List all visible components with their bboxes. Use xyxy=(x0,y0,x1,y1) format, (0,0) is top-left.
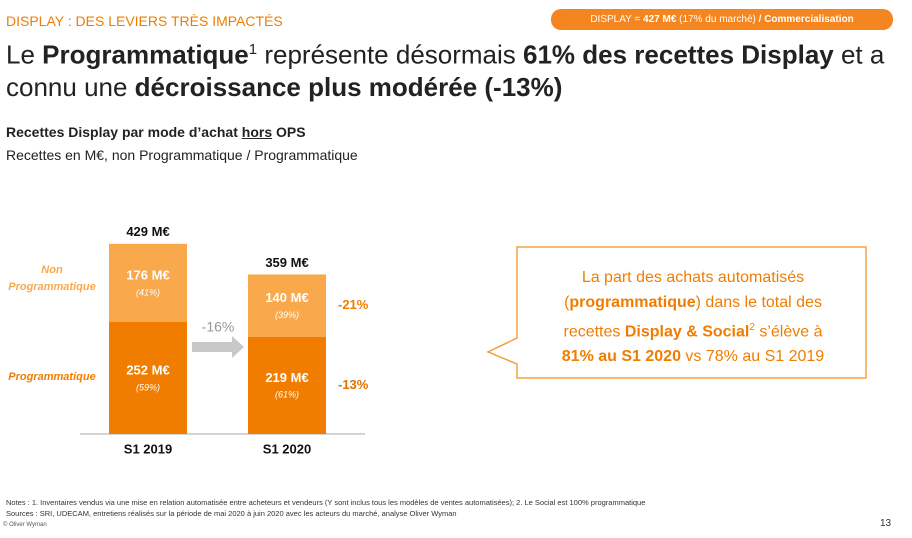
share-label: (61%) xyxy=(275,390,299,400)
section-tag: DISPLAY : DES LEVIERS TRÈS IMPACTÉS xyxy=(6,13,283,29)
note: Notes : 1. Inventaires vendus via une mi… xyxy=(6,498,646,507)
callout-part: recettes xyxy=(563,323,625,341)
bar-segment xyxy=(109,322,187,434)
note: Sources : SRI, UDECAM, entretiens réalis… xyxy=(6,509,457,518)
callout-part: Display & Social xyxy=(624,323,750,341)
chart-title-text: hors xyxy=(241,124,273,140)
callout-part: 81% au S1 2020 xyxy=(561,348,681,366)
title-text: Programmatique xyxy=(42,39,249,70)
series-label: Programmatique xyxy=(8,371,96,383)
change-label: -13% xyxy=(338,377,369,392)
title-text: Le xyxy=(6,39,43,70)
total-label: 429 M€ xyxy=(126,224,169,239)
callout-part: s’élève à xyxy=(754,323,823,341)
badge-text: / Commercialisation xyxy=(758,14,854,25)
badge-text: (17% du marché) xyxy=(676,14,759,25)
badge-text: 427 M€ xyxy=(643,14,677,25)
bar-segment xyxy=(248,274,326,337)
chart-title-text: OPS xyxy=(272,124,306,140)
callout-part: ) dans le total des xyxy=(695,294,822,311)
x-tick-label: S1 2019 xyxy=(124,441,172,456)
total-change: -16% xyxy=(202,319,235,335)
callout-part: vs 78% au S1 2019 xyxy=(680,348,825,366)
callout-part: La part des achats automatisés xyxy=(581,269,805,286)
value-label: 140 M€ xyxy=(265,290,308,305)
callout-part: programmatique xyxy=(569,294,696,311)
callout-part: 2 xyxy=(749,322,755,333)
title-text: et a connu une xyxy=(6,39,885,102)
callout-text: La part des achats automatisés (programma… xyxy=(528,265,858,369)
share-label: (39%) xyxy=(275,310,299,320)
value-label: 219 M€ xyxy=(265,370,308,385)
bar-segment xyxy=(109,243,187,322)
chart-title-text: Recettes Display par mode d’achat xyxy=(6,124,242,140)
total-label: 359 M€ xyxy=(265,255,308,270)
callout-box xyxy=(486,246,867,379)
value-label: 252 M€ xyxy=(126,362,169,377)
chart-subtitle: Recettes en M€, non Programmatique / Pro… xyxy=(6,147,358,163)
badge-text: DISPLAY = xyxy=(590,14,644,25)
title-text: représente désormais xyxy=(257,39,524,70)
title-text: 61% des recettes Display xyxy=(523,39,834,70)
value-label: 176 M€ xyxy=(126,267,169,282)
bar-segment xyxy=(248,336,326,434)
x-tick-label: S1 2020 xyxy=(263,441,311,456)
change-label: -21% xyxy=(338,297,369,312)
title-text: 1 xyxy=(248,41,258,58)
callout-part: ( xyxy=(564,294,570,311)
badge: DISPLAY = 427 M€ (17% du marché) / Comme… xyxy=(551,9,893,30)
title: Le Programmatique1 représente désormais … xyxy=(6,34,886,103)
chart-title: Recettes Display par mode d’achat hors O… xyxy=(6,124,306,140)
copyright: © Oliver Wyman xyxy=(3,522,47,528)
share-label: (59%) xyxy=(136,382,160,392)
series-label: Non Programmatique xyxy=(8,263,96,293)
title-text: décroissance plus modérée (-13%) xyxy=(134,71,563,102)
page-number: 13 xyxy=(880,518,892,529)
change-arrow xyxy=(192,336,244,358)
share-label: (41%) xyxy=(136,287,160,297)
